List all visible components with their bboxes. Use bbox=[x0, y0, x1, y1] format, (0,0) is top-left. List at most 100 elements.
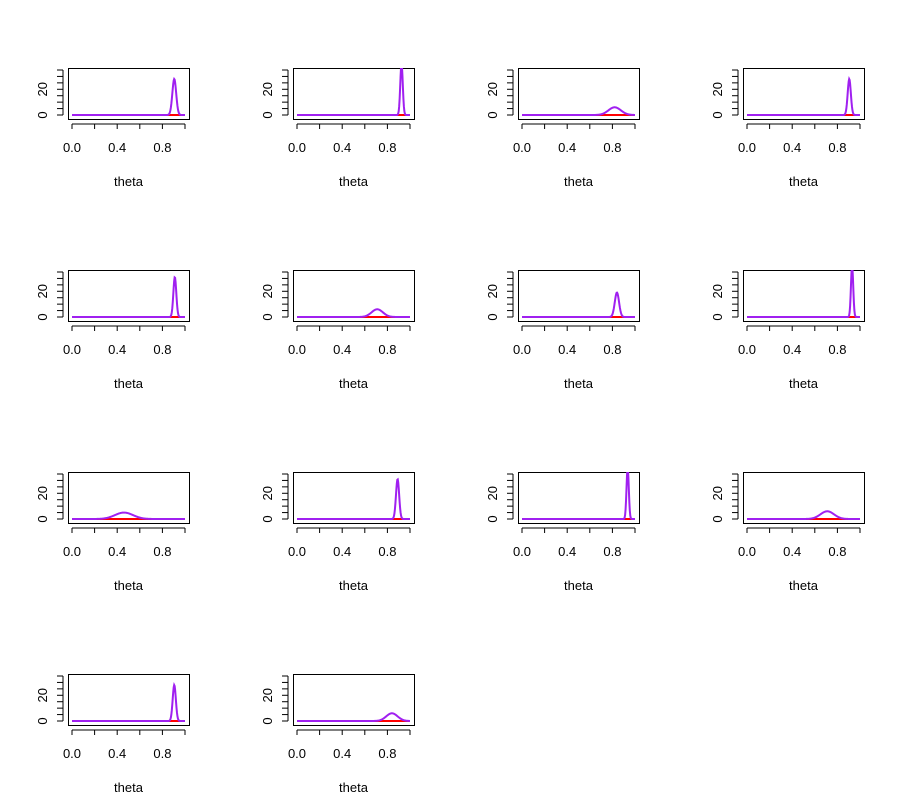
x-tick-label: 0.4 bbox=[558, 544, 576, 559]
x-tick-label: 0.4 bbox=[333, 746, 351, 761]
density-curve bbox=[522, 291, 635, 318]
x-axis-title: theta bbox=[114, 376, 144, 391]
plot-frame bbox=[743, 270, 865, 322]
density-curve bbox=[747, 76, 860, 116]
x-tick-label: 0.8 bbox=[153, 342, 171, 357]
x-tick-label: 0.8 bbox=[378, 140, 396, 155]
density-curve bbox=[297, 712, 411, 722]
chart-panel-4: 0.0 0.4 0.8 theta 0 20 bbox=[710, 68, 865, 189]
x-axis-title: theta bbox=[789, 174, 819, 189]
x-tick-label: 0.0 bbox=[63, 140, 81, 155]
x-tick-label: 0.0 bbox=[513, 544, 531, 559]
chart-panel-9: 0.0 0.4 0.8 theta 0 20 bbox=[35, 472, 190, 593]
density-curve bbox=[297, 477, 410, 520]
panels-container: 0.0 0.4 0.8 theta 0 20 0.0 0.4 0.8 theta 0 20 0.0 0.4… bbox=[35, 68, 865, 795]
x-axis-title: theta bbox=[114, 780, 144, 795]
x-tick-label: 0.8 bbox=[153, 544, 171, 559]
y-tick-label: 20 bbox=[35, 688, 50, 702]
y-tick-label: 20 bbox=[485, 284, 500, 298]
density-curve bbox=[72, 76, 185, 116]
plot-frame bbox=[68, 270, 190, 322]
x-tick-label: 0.0 bbox=[738, 342, 756, 357]
y-tick-label: 20 bbox=[260, 486, 275, 500]
y-tick-label: 20 bbox=[710, 486, 725, 500]
y-tick-label: 0 bbox=[35, 515, 50, 522]
chart-panel-5: 0.0 0.4 0.8 theta 0 20 bbox=[35, 270, 190, 391]
y-tick-label: 0 bbox=[485, 313, 500, 320]
y-tick-label: 0 bbox=[260, 717, 275, 724]
x-tick-label: 0.0 bbox=[513, 140, 531, 155]
y-tick-label: 20 bbox=[485, 486, 500, 500]
y-tick-label: 20 bbox=[260, 688, 275, 702]
y-tick-label: 0 bbox=[260, 515, 275, 522]
x-axis-title: theta bbox=[339, 780, 369, 795]
x-tick-label: 0.4 bbox=[108, 342, 126, 357]
chart-panel-3: 0.0 0.4 0.8 theta 0 20 bbox=[485, 68, 640, 189]
x-axis-title: theta bbox=[564, 578, 594, 593]
chart-panel-6: 0.0 0.4 0.8 theta 0 20 bbox=[260, 270, 415, 391]
x-axis-title: theta bbox=[339, 376, 369, 391]
x-tick-label: 0.4 bbox=[783, 342, 801, 357]
x-axis-title: theta bbox=[114, 174, 144, 189]
plot-frame bbox=[68, 674, 190, 726]
x-tick-label: 0.4 bbox=[558, 342, 576, 357]
x-tick-label: 0.8 bbox=[603, 342, 621, 357]
x-axis-title: theta bbox=[564, 174, 594, 189]
y-tick-label: 0 bbox=[710, 111, 725, 118]
x-tick-label: 0.8 bbox=[603, 544, 621, 559]
x-tick-label: 0.8 bbox=[378, 544, 396, 559]
x-tick-label: 0.4 bbox=[558, 140, 576, 155]
plot-frame bbox=[293, 68, 415, 120]
x-tick-label: 0.8 bbox=[153, 746, 171, 761]
plot-frame bbox=[293, 270, 415, 322]
x-tick-label: 0.8 bbox=[828, 140, 846, 155]
y-tick-label: 20 bbox=[710, 82, 725, 96]
density-curve bbox=[522, 106, 636, 116]
x-tick-label: 0.4 bbox=[783, 544, 801, 559]
chart-panel-12: 0.0 0.4 0.8 theta 0 20 bbox=[710, 472, 865, 593]
x-axis-title: theta bbox=[564, 376, 594, 391]
density-curve bbox=[297, 308, 410, 318]
plot-frame bbox=[68, 68, 190, 120]
y-tick-label: 20 bbox=[35, 284, 50, 298]
y-tick-label: 0 bbox=[260, 111, 275, 118]
y-tick-label: 0 bbox=[260, 313, 275, 320]
y-tick-label: 0 bbox=[710, 313, 725, 320]
plot-frame bbox=[68, 472, 190, 524]
density-curve bbox=[72, 682, 185, 722]
y-tick-label: 20 bbox=[260, 82, 275, 96]
x-tick-label: 0.4 bbox=[108, 140, 126, 155]
y-tick-label: 20 bbox=[35, 82, 50, 96]
y-tick-label: 20 bbox=[710, 284, 725, 298]
x-tick-label: 0.4 bbox=[333, 544, 351, 559]
plot-frame bbox=[293, 674, 415, 726]
y-tick-label: 0 bbox=[710, 515, 725, 522]
density-curve bbox=[522, 472, 635, 520]
x-tick-label: 0.4 bbox=[108, 544, 126, 559]
plot-frame bbox=[743, 68, 865, 120]
density-curve bbox=[747, 510, 860, 520]
chart-panel-10: 0.0 0.4 0.8 theta 0 20 bbox=[260, 472, 415, 593]
y-tick-label: 20 bbox=[485, 82, 500, 96]
x-axis-title: theta bbox=[339, 578, 369, 593]
x-tick-label: 0.8 bbox=[828, 544, 846, 559]
x-tick-label: 0.0 bbox=[288, 140, 306, 155]
x-tick-label: 0.4 bbox=[783, 140, 801, 155]
x-axis-title: theta bbox=[339, 174, 369, 189]
chart-panel-7: 0.0 0.4 0.8 theta 0 20 bbox=[485, 270, 640, 391]
x-axis-title: theta bbox=[789, 376, 819, 391]
x-tick-label: 0.0 bbox=[63, 544, 81, 559]
x-tick-label: 0.0 bbox=[63, 746, 81, 761]
y-tick-label: 0 bbox=[35, 313, 50, 320]
x-tick-label: 0.8 bbox=[153, 140, 171, 155]
x-tick-label: 0.0 bbox=[513, 342, 531, 357]
density-curve bbox=[72, 275, 185, 318]
x-tick-label: 0.0 bbox=[288, 746, 306, 761]
y-tick-label: 20 bbox=[35, 486, 50, 500]
y-tick-label: 0 bbox=[485, 515, 500, 522]
x-tick-label: 0.8 bbox=[828, 342, 846, 357]
density-curve bbox=[297, 68, 410, 116]
chart-panel-13: 0.0 0.4 0.8 theta 0 20 bbox=[35, 674, 190, 795]
y-tick-label: 0 bbox=[35, 717, 50, 724]
